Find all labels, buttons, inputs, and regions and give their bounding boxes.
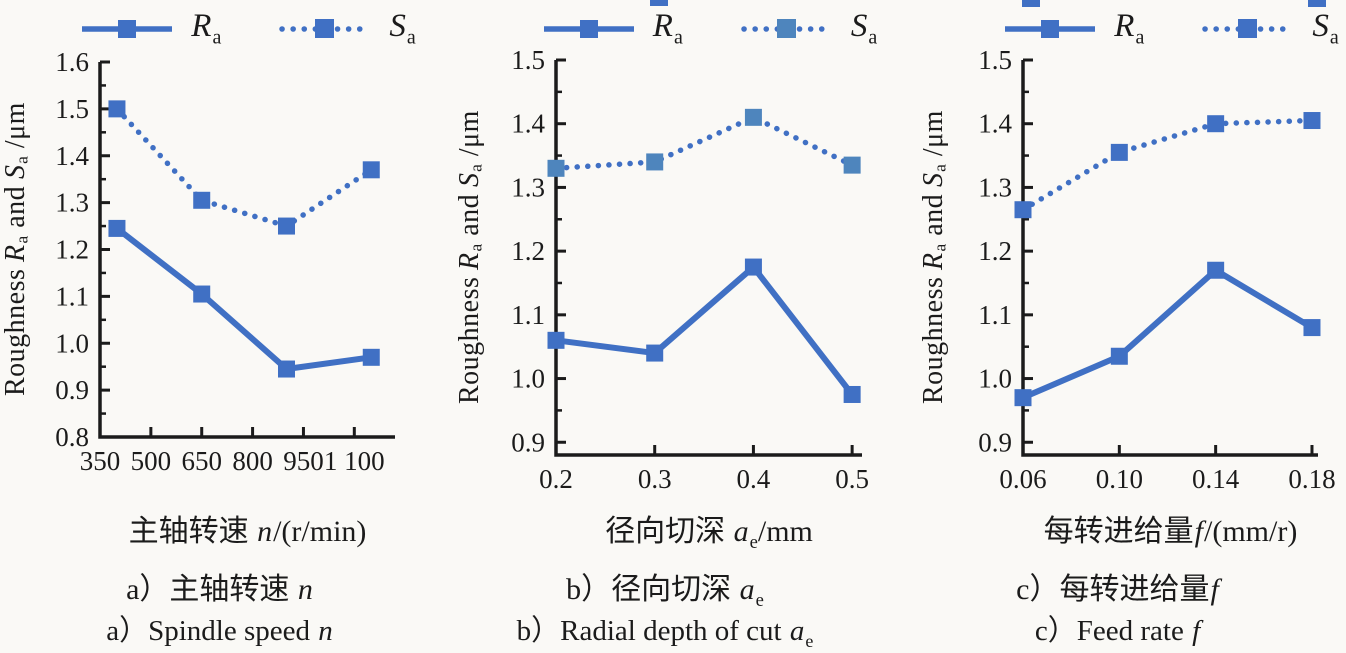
x-tick-label: 950 — [283, 446, 324, 476]
sa-line-sample-icon — [1202, 19, 1295, 38]
y-tick-label: 1.2 — [978, 236, 1012, 266]
ra-markers — [108, 219, 380, 378]
sa-line — [114, 106, 375, 230]
chart-panel-a: Ra Sa Roughness Ra and Sa /μm 0.8 0.9 1.0 1… — [0, 0, 440, 653]
caption-chinese: c）每转进给量f — [1016, 573, 1219, 606]
legend-item-ra: Ra — [1002, 10, 1144, 48]
x-tick-label: 0.3 — [638, 464, 672, 494]
y-tick-label: 1.4 — [55, 141, 89, 171]
y-tick-label: 0.9 — [978, 427, 1012, 457]
axes: 0.9 1.0 1.1 1.2 1.3 1.4 1.5 0.06 0.10 0.14 0.18 — [978, 45, 1335, 494]
x-axis-title: 径向切深 ae/mm — [605, 515, 813, 553]
chart-legend: Ra Sa — [82, 8, 416, 50]
caption-english: c）Feed rate f — [1034, 615, 1201, 647]
y-tick-label: 1.3 — [978, 172, 1012, 202]
sa-line — [1020, 117, 1315, 213]
ra-line — [115, 226, 372, 373]
x-axis-title: 主轴转速 n/(r/min) — [128, 515, 367, 548]
y-tick-label: 1.2 — [55, 235, 89, 265]
y-tick-label: 1.1 — [55, 281, 89, 311]
plot-area: 0.9 1.0 1.1 1.2 1.3 1.4 1.5 0.2 0.3 0.4 0.5 — [511, 45, 869, 494]
legend-label-sa: Sa — [389, 8, 416, 49]
y-tick-label: 1.5 — [55, 94, 89, 124]
x-tick-label: 1 100 — [324, 446, 385, 476]
ra-markers — [1014, 261, 1321, 407]
x-tick-label: 0.18 — [1288, 464, 1335, 494]
legend-item-sa: Sa — [1200, 8, 1339, 49]
x-tick-label: 800 — [232, 446, 273, 476]
y-tick-label: 1.1 — [978, 300, 1012, 330]
sa-line-sample-icon — [741, 19, 833, 38]
x-tick-label: 0.5 — [835, 464, 869, 494]
chart-panel-b: Ra Sa Roughness Ra and Sa /μm 0.9 1.0 1.1 1… — [440, 0, 890, 653]
legend-label-ra: Ra — [191, 8, 222, 49]
ra-markers — [547, 258, 861, 403]
x-tick-label: 650 — [181, 446, 222, 476]
y-tick-label: 1.3 — [511, 172, 545, 202]
crop-artifact — [1022, 0, 1040, 7]
x-tick-label: 0.4 — [737, 464, 771, 494]
ra-line — [555, 264, 855, 397]
y-tick-label: 1.5 — [978, 45, 1012, 75]
x-tick-label: 350 — [80, 446, 121, 476]
y-tick-label: 1.0 — [55, 328, 89, 358]
crop-artifact — [1308, 0, 1326, 7]
y-tick-label: 1.2 — [511, 236, 545, 266]
chart-panel-c: Ra Sa Roughness Ra and Sa /μm 0.9 1.0 1.1 1… — [890, 0, 1346, 653]
y-tick-label: 1.0 — [511, 364, 545, 394]
legend-item-sa: Sa — [739, 10, 877, 48]
plot-area: 0.8 0.9 1.0 1.1 1.2 1.3 1.4 1.5 1.6 350 500 650 800 9… — [55, 47, 395, 476]
y-tick-label: 1.4 — [511, 109, 545, 139]
y-tick-label: 1.1 — [511, 300, 545, 330]
caption-chinese: a）主轴转速 n — [126, 573, 313, 606]
axes: 0.9 1.0 1.1 1.2 1.3 1.4 1.5 0.2 0.3 0.4 0.5 — [511, 45, 869, 494]
ra-line-sample-icon — [1005, 20, 1096, 38]
chart-legend: Ra Sa — [1005, 8, 1339, 50]
sa-markers — [547, 108, 861, 177]
legend-item-ra: Ra — [541, 10, 683, 48]
crop-artifact — [650, 0, 668, 6]
legend-label-sa: Sa — [1312, 8, 1339, 49]
sa-line — [553, 114, 855, 172]
sa-markers — [1014, 112, 1321, 219]
y-tick-label: 1.5 — [511, 45, 545, 75]
x-axis-title: 每转进给量f/(mm/r) — [1043, 515, 1298, 548]
y-tick-label: 0.9 — [511, 427, 545, 457]
sa-line-sample-icon — [279, 19, 372, 38]
plot-area: 0.9 1.0 1.1 1.2 1.3 1.4 1.5 0.06 0.10 0.14 0.18 — [978, 45, 1335, 494]
chart-legend: Ra Sa — [543, 8, 877, 50]
x-tick-label: 0.2 — [539, 464, 573, 494]
legend-item-ra: Ra — [79, 10, 221, 48]
y-tick-label: 1.6 — [55, 47, 89, 77]
axes: 0.8 0.9 1.0 1.1 1.2 1.3 1.4 1.5 1.6 350 500 650 800 9… — [55, 47, 395, 476]
x-tick-label: 0.14 — [1192, 464, 1240, 494]
x-tick-label: 0.06 — [999, 464, 1046, 494]
legend-item-sa: Sa — [277, 8, 416, 49]
ra-line-sample-icon — [82, 20, 173, 38]
y-tick-label: 1.3 — [55, 188, 89, 218]
ra-line-sample-icon — [543, 20, 634, 38]
y-tick-label: 0.9 — [55, 375, 89, 405]
x-tick-label: 0.10 — [1096, 464, 1143, 494]
legend-label-ra: Ra — [652, 8, 683, 49]
y-tick-label: 1.4 — [978, 109, 1012, 139]
caption-chinese: b）径向切深 ae — [566, 573, 764, 611]
legend-label-ra: Ra — [1114, 8, 1145, 49]
y-tick-label: 1.0 — [978, 364, 1012, 394]
caption-english: a）Spindle speed n — [106, 615, 333, 647]
y-tick-label: 0.8 — [55, 422, 89, 452]
sa-markers — [108, 100, 380, 235]
ra-line — [1021, 267, 1314, 401]
caption-english: b）Radial depth of cut ae — [516, 615, 814, 651]
x-tick-label: 500 — [131, 446, 172, 476]
legend-label-sa: Sa — [850, 8, 878, 49]
